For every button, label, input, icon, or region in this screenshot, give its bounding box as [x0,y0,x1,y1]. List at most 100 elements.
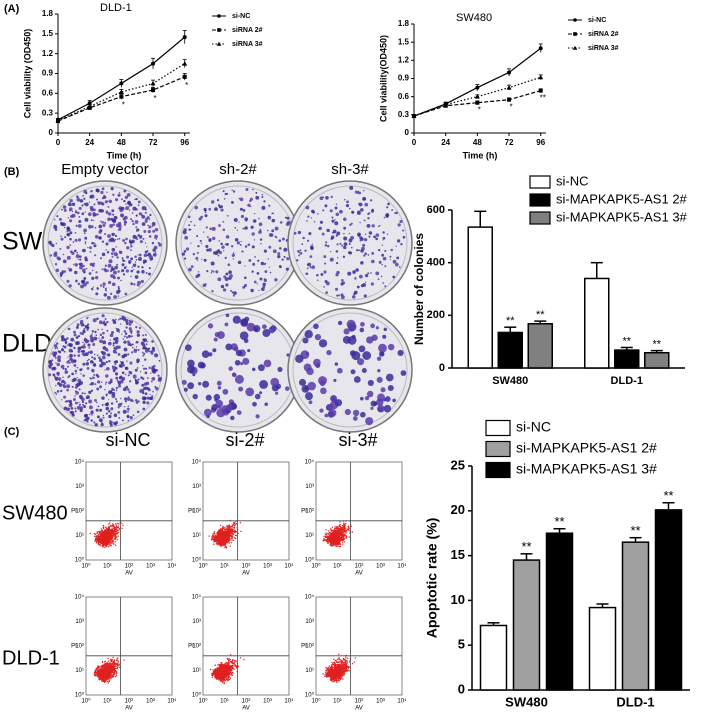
colony [113,344,115,346]
colony [250,198,253,201]
colony [241,241,242,242]
colony [75,391,79,395]
event [334,537,335,538]
marker [573,18,577,22]
colony [101,396,104,399]
event [227,530,228,531]
event [109,522,110,523]
colony [129,323,132,326]
colony [124,406,125,407]
colony [241,215,244,218]
colony [118,208,119,209]
colony [84,232,86,234]
event [231,538,232,539]
event [345,537,346,538]
colony [92,361,94,363]
colony [358,191,359,192]
colony [135,342,136,343]
colony [124,397,127,400]
x-axis-label: AV [125,571,133,577]
colony [220,208,223,211]
colony [140,240,143,243]
colony [218,224,221,227]
event [224,534,225,535]
event [230,535,231,536]
x-tick-label: SW480 [505,694,548,709]
colony [123,260,125,262]
y-tick-label: 10¹ [305,533,314,539]
colony [240,244,242,246]
marker [217,14,221,18]
colony [258,290,259,291]
colony [67,280,70,283]
colony [259,380,268,389]
colony [115,239,117,241]
colony [384,405,392,413]
event [339,546,340,547]
colony [135,226,137,228]
colony [248,259,251,262]
colony [131,240,135,244]
colony [215,270,218,273]
colony [225,343,232,350]
event [332,542,333,543]
colony [143,368,145,370]
y-tick-label: 20 [451,502,465,517]
column-label: si-2# [225,430,264,450]
colony [141,270,145,274]
colony [354,376,361,383]
y-tick-label: 10¹ [192,533,201,539]
colony [367,224,371,228]
colony [102,253,105,256]
colony [108,281,111,284]
colony [71,252,74,255]
y-tick-label: 600 [427,204,445,216]
colony [218,255,220,257]
colony [67,356,68,357]
colony [85,402,87,404]
colony [91,277,94,280]
event [344,541,345,542]
x-tick-label: 10¹ [333,564,342,570]
colony [105,383,107,385]
colony [103,320,105,322]
colony [129,210,130,211]
colony [66,233,69,236]
x-tick-label: 48 [473,138,482,147]
colony [92,330,94,332]
event [225,546,226,547]
colony [83,198,85,200]
x-axis-label: Time (h) [107,150,142,160]
colony [302,237,305,240]
colony [93,262,95,264]
colony [366,336,373,343]
colony [368,236,370,238]
colony [384,265,386,267]
event [343,525,344,526]
colony [73,398,76,401]
colony [82,392,84,394]
colony [78,224,82,228]
colony [100,221,102,223]
colony [101,365,103,367]
event [326,540,327,541]
colony [125,367,128,370]
colony [118,381,121,384]
event [228,534,229,535]
colony [130,218,132,220]
event [98,542,99,543]
colony [90,411,94,415]
colony [135,220,139,224]
event [234,523,235,524]
colony [95,276,98,279]
colony [372,224,375,227]
plot-frame [203,462,289,560]
colony [106,412,108,414]
colony [85,339,89,343]
colony [112,219,116,223]
event [97,539,98,540]
event [232,533,233,534]
event [109,537,110,538]
x-tick-label: 24 [441,138,450,147]
colony [148,230,151,233]
